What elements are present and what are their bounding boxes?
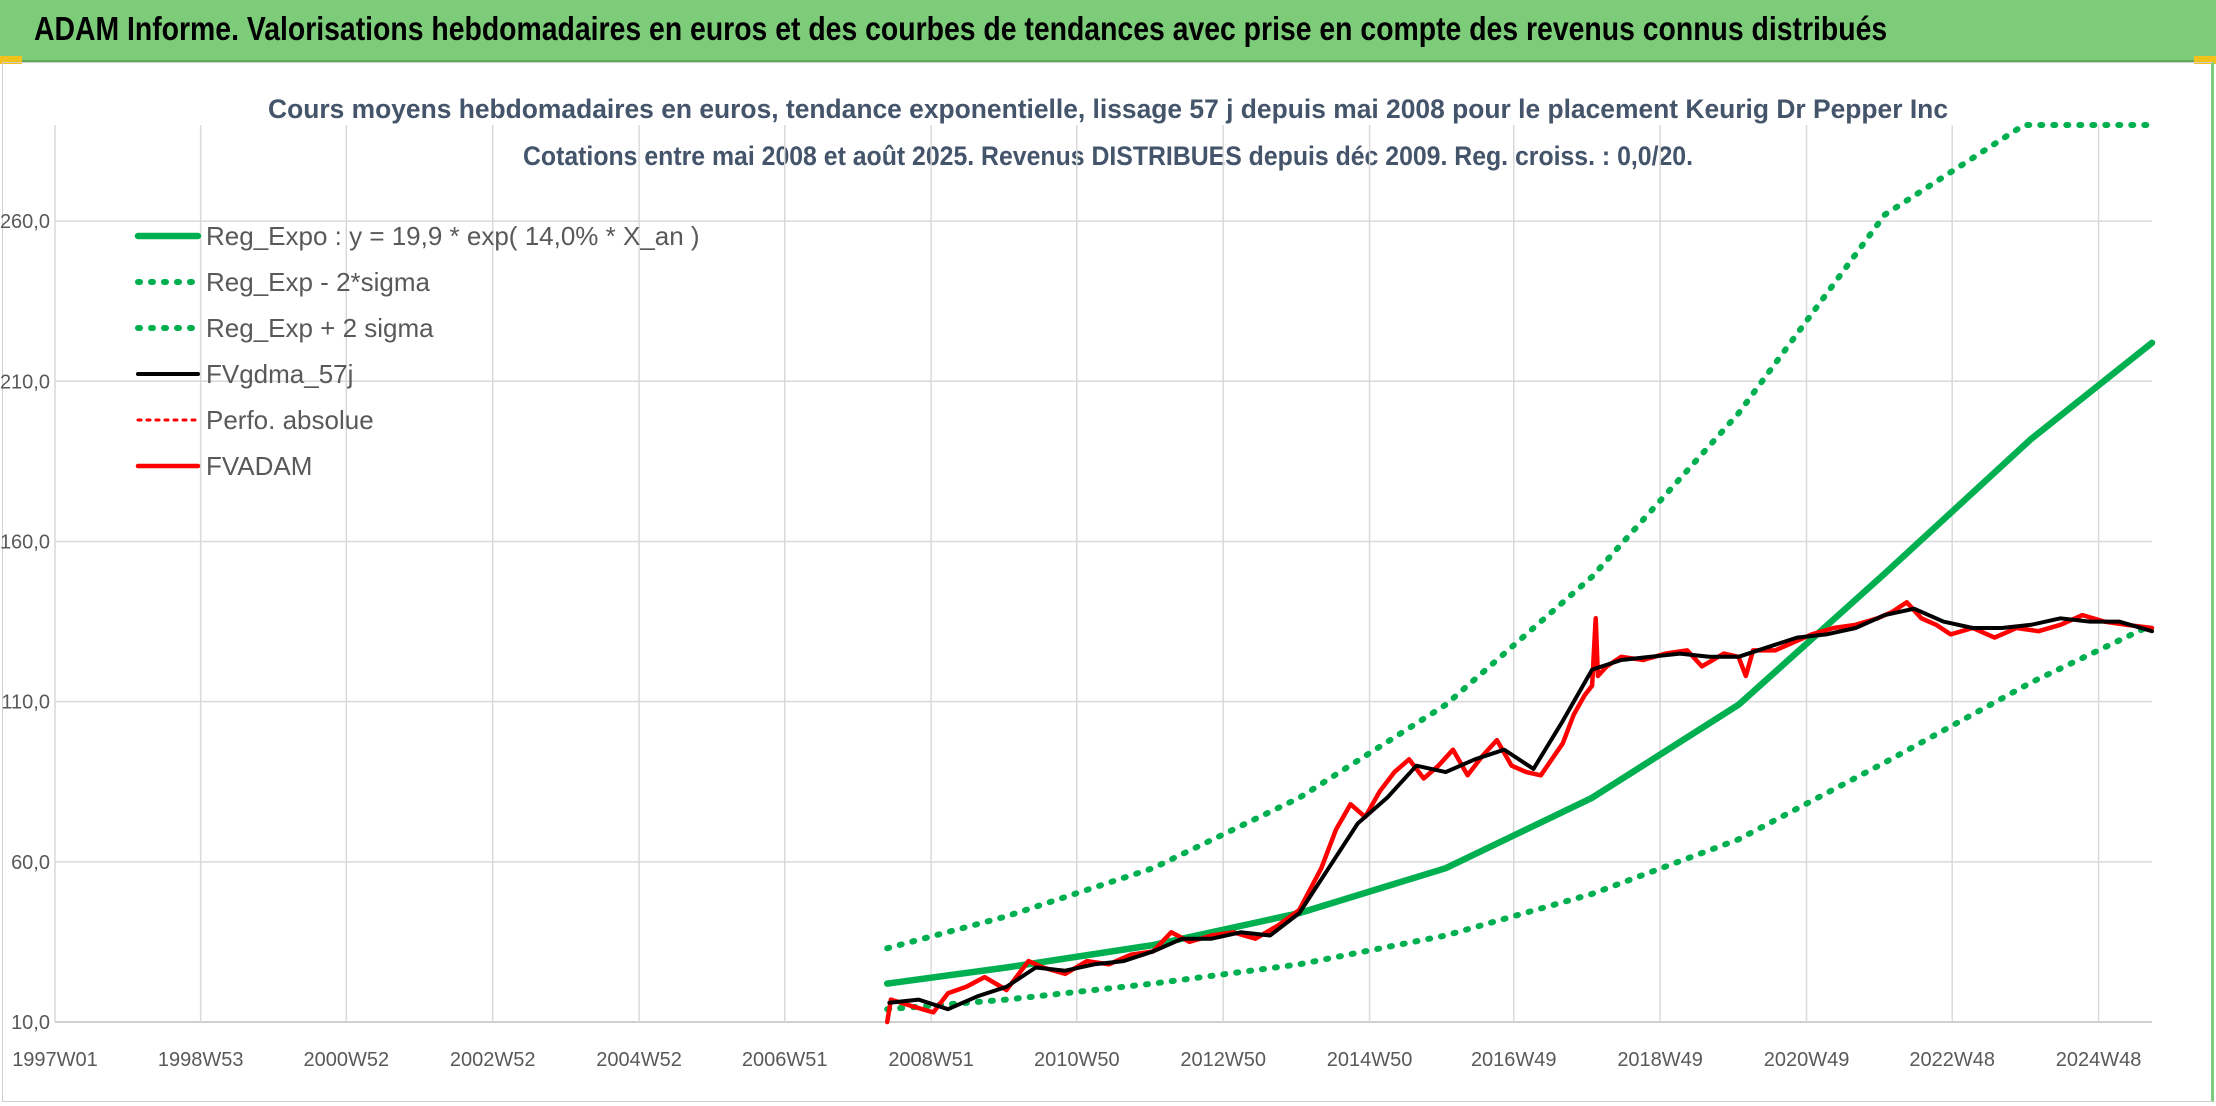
x-tick-label: 2022W48 xyxy=(1909,1049,1995,1071)
x-tick-label: 2018W49 xyxy=(1617,1049,1703,1071)
lower-band xyxy=(884,621,2155,1013)
y-tick-label: 10,0 xyxy=(11,1012,50,1034)
legend-label: Reg_Exp + 2 sigma xyxy=(206,313,434,343)
y-tick-label: 210,0 xyxy=(0,371,50,393)
legend-label: FVADAM xyxy=(206,451,312,481)
absolute-perf-line xyxy=(887,607,2154,1011)
x-tick-label: 2000W52 xyxy=(303,1049,389,1071)
x-tick-label: 2006W51 xyxy=(742,1049,828,1071)
series-layer xyxy=(883,122,2156,1025)
y-tick-label: 60,0 xyxy=(11,852,50,874)
x-tick-label: 2014W50 xyxy=(1327,1049,1413,1071)
corner-mark-left xyxy=(0,56,22,64)
header-banner: ADAM Informe. Valorisations hebdomadaire… xyxy=(0,0,2216,62)
legend-label: Reg_Expo : y = 19,9 * exp( 14,0% * X_an … xyxy=(206,221,700,251)
y-tick-label: 260,0 xyxy=(0,211,50,233)
chart-subtitle: Cotations entre mai 2008 et août 2025. R… xyxy=(523,141,1693,171)
x-axis-labels: 1997W01 1998W53 2000W52 2002W52 2004W52 2006W… xyxy=(12,1049,2141,1071)
chart-title: Cours moyens hebdomadaires en euros, ten… xyxy=(268,94,1948,124)
upper-band xyxy=(884,122,2155,952)
trend-line xyxy=(883,339,2156,987)
legend: Reg_Expo : y = 19,9 * exp( 14,0% * X_an … xyxy=(134,221,700,481)
x-tick-label: 2024W48 xyxy=(2056,1049,2142,1071)
y-axis-labels: 10,0 60,0 110,0 160,0 210,0 260,0 xyxy=(0,211,50,1034)
x-tick-label: 1998W53 xyxy=(158,1049,244,1071)
x-tick-label: 1997W01 xyxy=(12,1049,98,1071)
grid xyxy=(54,125,2152,1023)
smoothed-line xyxy=(887,606,2154,1012)
x-tick-label: 2012W50 xyxy=(1180,1049,1266,1071)
legend-label: FVgdma_57j xyxy=(206,359,353,389)
x-tick-label: 2010W50 xyxy=(1034,1049,1120,1071)
x-tick-label: 2008W51 xyxy=(888,1049,974,1071)
corner-mark-right xyxy=(2194,56,2216,64)
x-tick-label: 2004W52 xyxy=(596,1049,682,1071)
chart-frame xyxy=(2,62,2214,1102)
x-tick-label: 2016W49 xyxy=(1471,1049,1557,1071)
x-tick-label: 2002W52 xyxy=(450,1049,536,1071)
x-tick-label: 2020W49 xyxy=(1764,1049,1850,1071)
legend-label: Reg_Exp - 2*sigma xyxy=(206,267,431,297)
y-tick-label: 160,0 xyxy=(0,531,50,553)
y-tick-label: 110,0 xyxy=(1,692,50,714)
legend-label: Perfo. absolue xyxy=(206,405,374,435)
page-title: ADAM Informe. Valorisations hebdomadaire… xyxy=(34,10,1888,47)
